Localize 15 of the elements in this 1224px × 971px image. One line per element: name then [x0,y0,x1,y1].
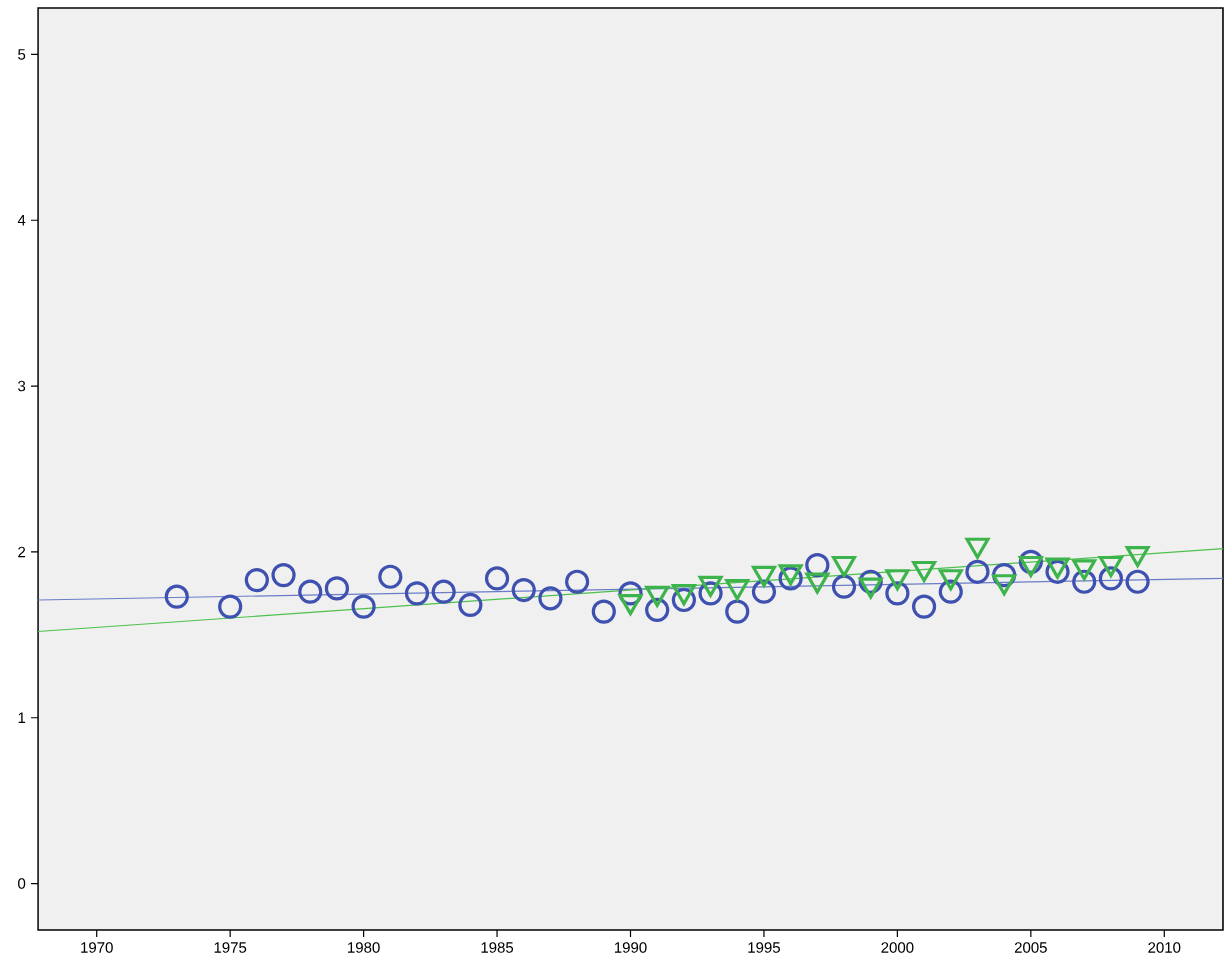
y-tick-label: 3 [18,380,26,392]
x-tick-label: 1970 [81,942,113,953]
y-tick-label: 4 [17,215,26,226]
x-tick-label: 2005 [1014,942,1047,953]
x-tick-label: 1985 [481,942,514,953]
x-tick-label: 1980 [348,942,380,953]
y-tick-label: 0 [18,878,26,889]
x-tick-label: 2000 [881,942,914,953]
x-tick-label: 1990 [614,942,647,953]
x-tick-label: 1995 [748,942,780,953]
y-tick-label: 2 [18,546,26,558]
y-tick-label: 5 [18,49,26,60]
y-tick-label: 1 [18,712,26,723]
x-tick-label: 2010 [1148,942,1181,953]
x-tick-label: 1975 [214,942,247,953]
